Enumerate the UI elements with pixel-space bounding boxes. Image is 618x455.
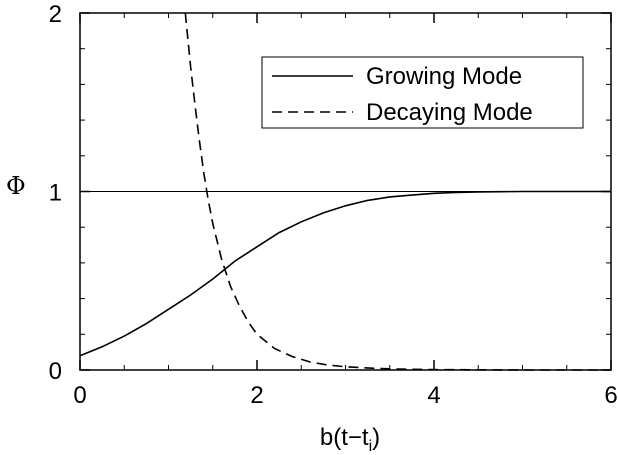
legend-label-growing: Growing Mode xyxy=(366,63,522,90)
tick-layer: 0 2 4 6 0 1 2 xyxy=(49,1,618,409)
series-layer xyxy=(79,12,611,371)
x-axis-label: b(t−ti) xyxy=(320,424,380,455)
x-tick-label: 2 xyxy=(250,382,263,409)
x-tick-label: 6 xyxy=(604,382,617,409)
x-tick-label: 0 xyxy=(73,382,86,409)
series-line-decaying-mode xyxy=(184,12,611,371)
y-tick-label: 0 xyxy=(49,358,62,385)
y-tick-label: 1 xyxy=(49,180,62,207)
legend-label-decaying: Decaying Mode xyxy=(366,99,533,126)
x-tick-label: 4 xyxy=(427,382,440,409)
series-line-growing-mode xyxy=(79,190,611,357)
x-axis-label-close: ) xyxy=(372,424,380,451)
x-axis-label-base: b(t−t xyxy=(320,424,369,451)
y-axis-label: Φ xyxy=(6,172,26,200)
y-tick-label: 2 xyxy=(49,1,62,28)
legend: Growing Mode Decaying Mode xyxy=(261,56,584,129)
legend-box xyxy=(261,56,584,129)
x-axis-label-subscript: i xyxy=(369,438,373,455)
